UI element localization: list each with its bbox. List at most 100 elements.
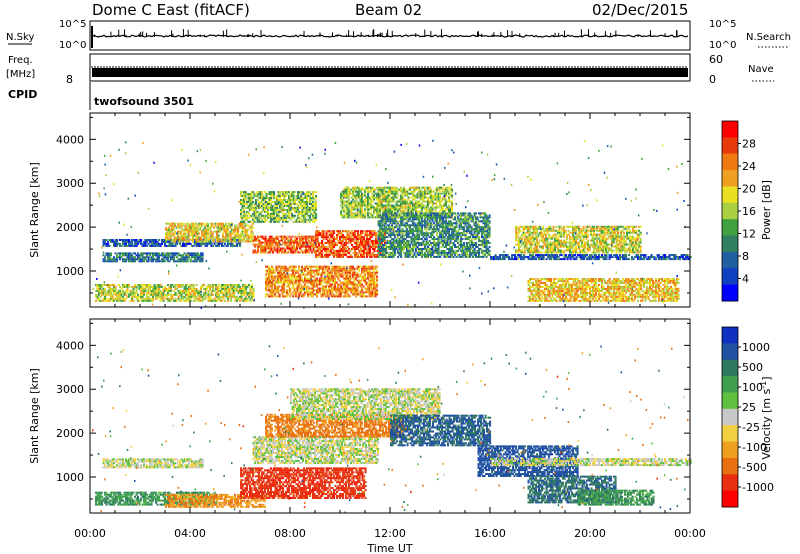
echo-cell: [317, 287, 320, 290]
echo-cell: [131, 297, 134, 300]
echo-cell: [292, 291, 295, 294]
echo-cell: [164, 242, 167, 245]
echo-cell: [123, 297, 126, 300]
echo-cell: [367, 240, 370, 243]
echo-cell: [322, 277, 325, 280]
echo-cell: [254, 249, 257, 252]
echo-cell: [295, 265, 298, 268]
echo-cell: [120, 293, 123, 296]
echo-cell: [117, 242, 120, 245]
echo-cell: [384, 240, 387, 243]
echo-cell: [135, 240, 138, 243]
echo-cell: [223, 236, 226, 239]
echo-cell: [357, 236, 360, 239]
echo-cell: [113, 260, 116, 263]
echo-cell: [232, 230, 235, 233]
echo-cell: [285, 208, 288, 211]
echo-cell: [300, 212, 303, 215]
echo-cell: [303, 251, 306, 254]
echo-cell: [365, 283, 368, 286]
echo-cell: [357, 248, 360, 250]
echo-cell: [325, 281, 328, 284]
echo-cell: [306, 201, 309, 203]
echo-cell: [335, 267, 338, 270]
echo-cell: [123, 242, 126, 245]
echo-cell: [249, 214, 252, 217]
echo-cell: [243, 230, 246, 233]
echo-cell: [281, 283, 284, 286]
echo-cell: [171, 244, 174, 247]
echo-cell: [370, 208, 373, 211]
echo-cell: [152, 291, 155, 294]
echo-cell: [205, 236, 208, 239]
echo-cell: [352, 192, 355, 195]
echo-cell: [125, 252, 128, 255]
echo-cell: [155, 258, 158, 261]
echo-cell: [353, 271, 356, 274]
echo-cell: [348, 234, 351, 237]
echo-cell: [299, 283, 302, 286]
echo-cell: [153, 287, 156, 290]
echo-cell: [370, 232, 373, 235]
echo-cell: [152, 260, 155, 263]
echo-cell: [370, 267, 373, 270]
echo-cell: [138, 256, 141, 259]
echo-cell: [306, 195, 309, 198]
echo-cell: [310, 218, 313, 221]
echo-cell: [144, 239, 147, 241]
echo-cell: [212, 244, 215, 247]
echo-cell: [267, 203, 270, 205]
echo-cell: [349, 255, 352, 258]
echo-cell: [158, 291, 161, 294]
echo-cell: [123, 291, 126, 294]
echo-cell: [319, 283, 322, 286]
echo-cell: [179, 291, 182, 294]
echo-cell: [264, 208, 267, 211]
echo-cell: [211, 240, 214, 243]
echo-cell: [197, 289, 200, 292]
echo-cell: [198, 228, 201, 231]
echo-cell: [267, 239, 270, 242]
echo-cell: [174, 244, 177, 247]
echo-cell: [274, 208, 277, 211]
echo-cell: [309, 191, 312, 194]
echo-cell: [197, 242, 200, 245]
echo-cell: [257, 237, 260, 240]
echo-cell: [153, 252, 156, 255]
echo-cell: [258, 220, 261, 223]
echo-cell: [293, 277, 296, 280]
echo-cell: [227, 285, 230, 288]
echo-cell: [323, 287, 326, 290]
echo-cell: [325, 232, 328, 235]
echo-cell: [265, 218, 268, 221]
echo-cell: [283, 273, 286, 276]
echo-cell: [143, 289, 146, 292]
echo-cell: [123, 244, 126, 247]
echo-cell: [113, 289, 116, 292]
echo-cell: [449, 186, 452, 189]
echo-cell: [259, 206, 262, 209]
echo-cell: [138, 295, 141, 298]
echo-cell: [278, 269, 281, 272]
echo-cell: [290, 239, 293, 242]
echo-cell: [308, 239, 311, 242]
echo-cell: [235, 226, 238, 229]
echo-cell: [167, 252, 170, 255]
echo-cell: [138, 240, 141, 243]
echo-cell: [244, 234, 247, 237]
echo-cell: [319, 255, 322, 258]
echo-cell: [289, 287, 292, 290]
echo-cell: [343, 287, 346, 290]
echo-cell: [309, 220, 312, 223]
echo-cell: [164, 289, 167, 292]
echo-cell: [268, 206, 271, 209]
echo-cell: [177, 258, 180, 261]
echo-cell: [368, 295, 371, 298]
echo-cell: [245, 299, 248, 302]
echo-cell: [305, 291, 308, 294]
echo-cell: [376, 279, 379, 282]
echo-cell: [354, 242, 357, 244]
echo-cell: [195, 232, 198, 235]
echo-cell: [287, 289, 290, 292]
echo-cell: [211, 234, 214, 237]
